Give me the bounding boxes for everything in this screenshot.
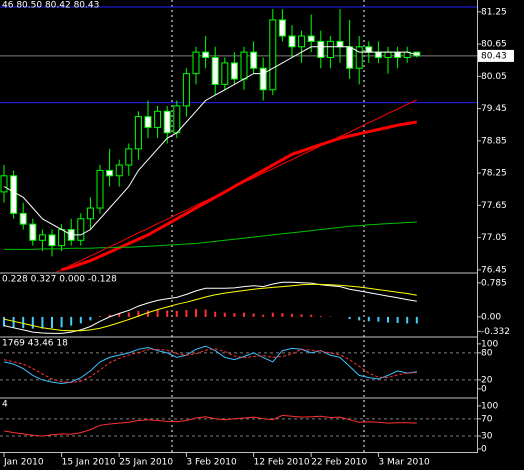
y-tick-label: 81.25: [481, 7, 507, 17]
candle-body: [355, 46, 363, 69]
candle-body: [221, 62, 229, 85]
candle-body: [202, 51, 210, 59]
candle-body: [307, 35, 315, 42]
candle-body: [394, 51, 402, 59]
candle-body: [173, 105, 181, 134]
y-tick-label: 76.45: [481, 265, 507, 275]
x-tick-label: 22 Feb 2010: [311, 458, 367, 468]
frame: [0, 0, 478, 453]
candle-body: [106, 169, 114, 177]
series-line: [3, 281, 417, 334]
candle-body: [259, 67, 267, 91]
y-tick-label: 20: [481, 375, 493, 385]
x-tick-label: 12 Feb 2010: [254, 458, 310, 468]
candle-body: [29, 223, 37, 241]
candle-body: [298, 35, 306, 48]
candle-body: [144, 116, 152, 128]
candle-body: [326, 40, 334, 59]
y-tick-label: 80: [481, 348, 493, 358]
x-tick-label: 25 Jan 2010: [119, 458, 173, 468]
series-line: [3, 46, 417, 236]
candle-body: [19, 212, 27, 225]
candle-body: [86, 207, 94, 220]
y-tick-label: 30: [481, 432, 493, 442]
candle-body: [125, 148, 133, 166]
panel: [3, 281, 418, 334]
y-tick-label: 79.45: [481, 104, 507, 114]
y-tick-label: -0.332: [481, 327, 510, 337]
candle-body: [134, 116, 142, 150]
y-tick-label: 0: [481, 444, 487, 454]
x-tick-label: 15 Jan 2010: [62, 458, 116, 468]
candle-body: [115, 164, 123, 177]
candle-body: [96, 169, 104, 209]
panel-label: 1769 43.46 18: [2, 339, 68, 349]
last-price-label: 80.43: [481, 51, 507, 61]
panel: [0, 414, 477, 437]
candle-body: [192, 51, 200, 75]
candle-body: [346, 46, 354, 69]
series-line: [55, 99, 418, 272]
panel-label: 46 80.50 80.42 80.43: [2, 1, 99, 11]
y-tick-label: 80.05: [481, 72, 507, 82]
y-tick-label: 100: [481, 401, 498, 411]
candle-body: [317, 40, 325, 59]
candle-body: [0, 175, 8, 193]
panel-label: 0.228 0.327 0.000 -0.128: [2, 275, 117, 285]
series-line: [3, 345, 417, 385]
y-tick-label: 77.65: [481, 201, 507, 211]
panel: [0, 6, 477, 272]
last-price-box: [478, 49, 514, 62]
x-tick-label: 3 Feb 2010: [186, 458, 237, 468]
y-tick-label: 100: [481, 339, 498, 349]
candle-body: [211, 57, 219, 85]
panel: [0, 345, 477, 385]
candle-body: [288, 35, 296, 48]
y-tick-label: 78.25: [481, 169, 507, 179]
y-tick-label: 78.85: [481, 136, 507, 146]
y-tick-label: 77.05: [481, 233, 507, 243]
candle-body: [269, 19, 277, 91]
candle-body: [250, 51, 258, 69]
series-line: [3, 283, 417, 332]
y-tick-label: 0: [481, 384, 487, 394]
x-tick-label: Jan 2010: [3, 458, 44, 468]
candle-body: [38, 234, 46, 241]
panel-label: 4: [2, 400, 8, 410]
candle-body: [48, 234, 56, 247]
y-tick-label: 0.00: [481, 312, 501, 322]
series-line: [3, 414, 417, 437]
candle-body: [10, 175, 18, 214]
candle-body: [384, 51, 392, 59]
candle-body: [58, 229, 66, 247]
candle-body: [182, 73, 190, 107]
y-tick-label: 0.785: [481, 278, 507, 288]
candle-body: [336, 40, 344, 48]
candle-body: [278, 19, 286, 37]
series-line: [3, 348, 417, 384]
candle-body: [230, 62, 238, 80]
x-tick-label: 3 Mar 2010: [378, 458, 430, 468]
series-line: [4, 221, 417, 250]
candle-body: [365, 46, 373, 53]
y-tick-label: 70: [481, 414, 493, 424]
candle-body: [163, 110, 171, 134]
candle-body: [77, 218, 85, 241]
candle-body: [240, 51, 248, 80]
candle-body: [374, 51, 382, 59]
candle-body: [154, 110, 162, 128]
y-tick-label: 80.65: [481, 40, 507, 50]
